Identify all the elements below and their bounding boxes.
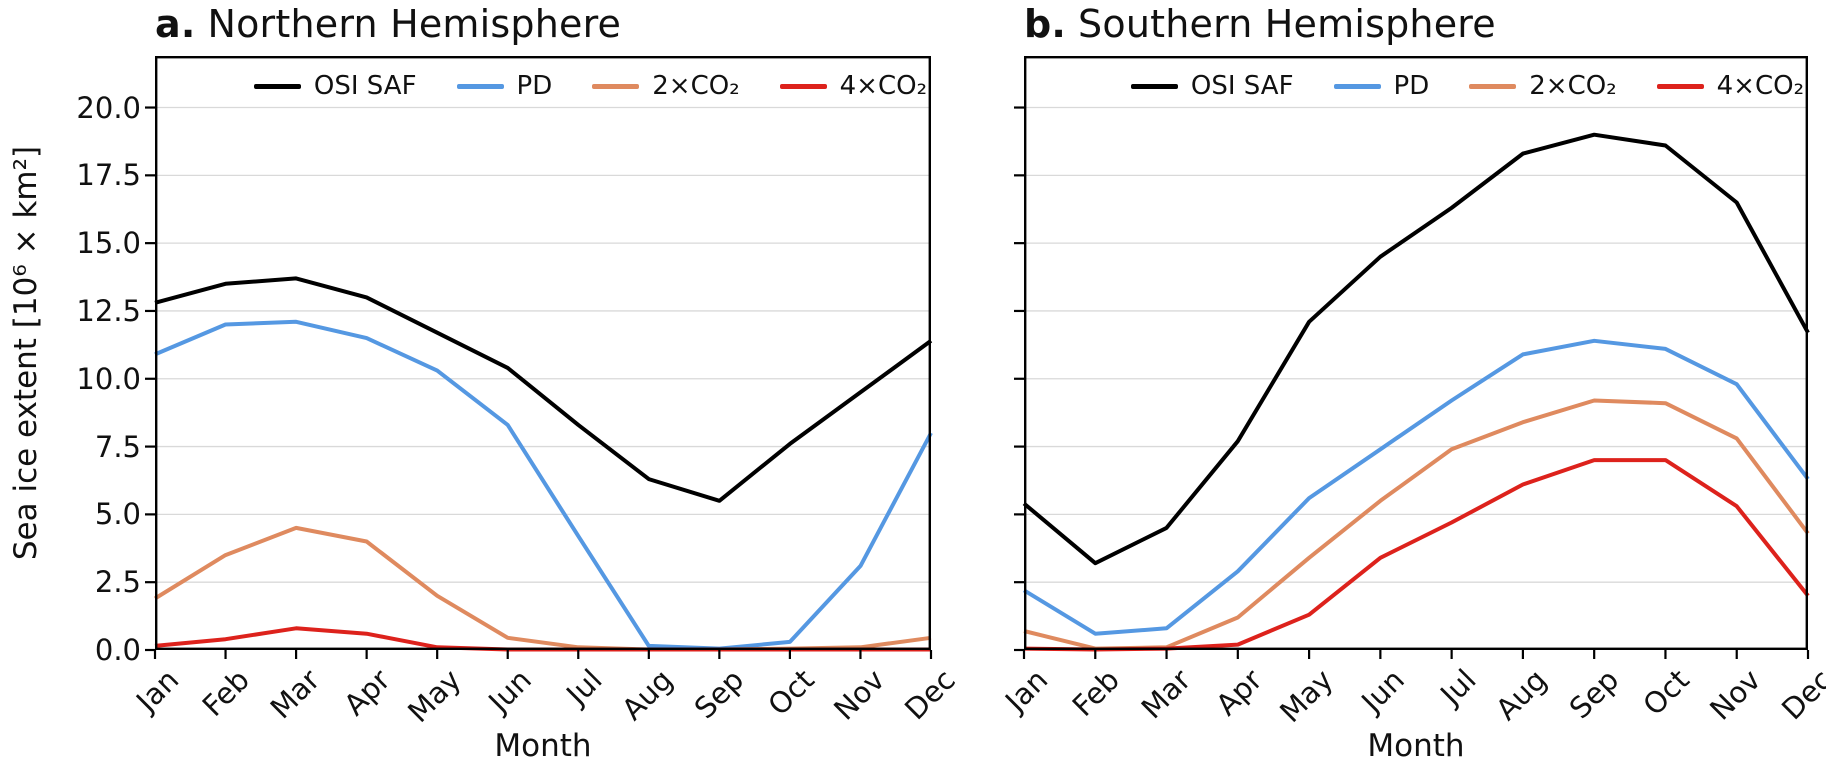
panel-b-title: b. Southern Hemisphere xyxy=(1024,2,1496,46)
axes-frame xyxy=(1024,56,1808,650)
legend-item: OSI SAF xyxy=(1130,71,1294,101)
series-line-4-co- xyxy=(1023,458,1810,652)
legend-label: 4×CO₂ xyxy=(839,71,927,101)
legend-item: 4×CO₂ xyxy=(779,71,927,101)
legend-swatch xyxy=(456,83,504,89)
x-tick-label: Jul xyxy=(560,662,609,712)
y-tick-label: 5.0 xyxy=(94,497,141,532)
y-tick-label: 17.5 xyxy=(76,158,141,193)
legend-item: 2×CO₂ xyxy=(1469,71,1617,101)
series-line-osi-saf xyxy=(1022,132,1810,566)
legend-swatch xyxy=(779,83,827,89)
legend-label: 2×CO₂ xyxy=(652,71,740,101)
panel-b-title-text: Southern Hemisphere xyxy=(1078,2,1496,46)
chart-svg-a xyxy=(145,56,933,659)
x-tick-label: Mar xyxy=(263,662,327,726)
y-tick-label: 20.0 xyxy=(76,90,141,125)
legend-item: OSI SAF xyxy=(253,71,417,101)
y-tick-label: 2.5 xyxy=(94,565,141,600)
panel-a-letter: a. xyxy=(155,2,196,46)
series-line-2-co- xyxy=(1023,398,1810,651)
panel-a-title: a. Northern Hemisphere xyxy=(155,2,621,46)
axes-frame xyxy=(155,56,931,650)
x-tick-label: Oct xyxy=(1636,662,1697,723)
y-tick-label: 12.5 xyxy=(76,293,141,328)
legend-b: OSI SAF PD 2×CO₂ 4×CO₂ xyxy=(1130,71,1804,101)
x-tick-label: Sep xyxy=(1562,662,1625,726)
x-tick-label: Nov xyxy=(827,662,892,727)
y-tick-label: 0.0 xyxy=(94,633,141,667)
chart-svg-b xyxy=(1014,56,1810,659)
y-axis-label: Sea ice extent [10⁶ × km²] xyxy=(8,145,44,561)
x-tick-label: Dec xyxy=(1774,662,1826,727)
legend-swatch xyxy=(1656,83,1704,89)
series-line-pd xyxy=(154,319,933,651)
legend-swatch xyxy=(253,83,301,89)
legend-label: OSI SAF xyxy=(313,71,417,101)
legend-swatch xyxy=(1333,83,1381,89)
plot-area-b xyxy=(1014,56,1810,659)
x-tick-label: Jun xyxy=(482,662,539,719)
x-tick-label: Jun xyxy=(1354,662,1412,719)
plot-area-a xyxy=(145,56,933,659)
series-line-osi-saf xyxy=(154,276,933,503)
x-tick-label: Jan xyxy=(129,662,186,719)
panel-b-letter: b. xyxy=(1024,2,1067,46)
x-tick-label: Jan xyxy=(998,662,1055,719)
legend-swatch xyxy=(1469,83,1517,89)
legend-label: 4×CO₂ xyxy=(1716,71,1804,101)
legend-swatch xyxy=(592,83,640,89)
x-axis-label-b: Month xyxy=(1367,728,1465,764)
y-tick-label: 10.0 xyxy=(76,361,141,396)
x-tick-label: Aug xyxy=(615,662,680,727)
legend-label: PD xyxy=(516,71,553,101)
x-tick-label: Feb xyxy=(195,662,257,723)
x-tick-label: May xyxy=(401,662,468,730)
x-tick-label: Sep xyxy=(687,662,751,726)
legend-item: 4×CO₂ xyxy=(1656,71,1804,101)
legend-item: PD xyxy=(1333,71,1430,101)
panel-a-title-text: Northern Hemisphere xyxy=(207,2,622,46)
x-tick-label: Aug xyxy=(1489,662,1554,727)
x-tick-label: Feb xyxy=(1065,662,1126,723)
x-tick-label: Nov xyxy=(1703,662,1768,727)
x-axis-label-a: Month xyxy=(494,728,592,764)
legend-a: OSI SAF PD 2×CO₂ 4×CO₂ xyxy=(253,71,927,101)
legend-item: 2×CO₂ xyxy=(592,71,740,101)
x-tick-label: Apr xyxy=(337,662,398,723)
x-tick-label: Dec xyxy=(897,662,962,727)
legend-item: PD xyxy=(456,71,553,101)
x-tick-label: Jul xyxy=(1433,662,1483,712)
legend-swatch xyxy=(1130,83,1178,89)
legend-label: OSI SAF xyxy=(1190,71,1294,101)
x-tick-label: Mar xyxy=(1134,662,1198,726)
y-tick-label: 7.5 xyxy=(94,429,141,464)
x-tick-label: May xyxy=(1273,662,1340,730)
legend-label: 2×CO₂ xyxy=(1529,71,1617,101)
legend-label: PD xyxy=(1393,71,1430,101)
y-tick-label: 15.0 xyxy=(76,226,141,261)
series-line-pd xyxy=(1022,338,1810,636)
x-tick-label: Oct xyxy=(761,662,821,723)
x-tick-label: Apr xyxy=(1208,662,1269,723)
